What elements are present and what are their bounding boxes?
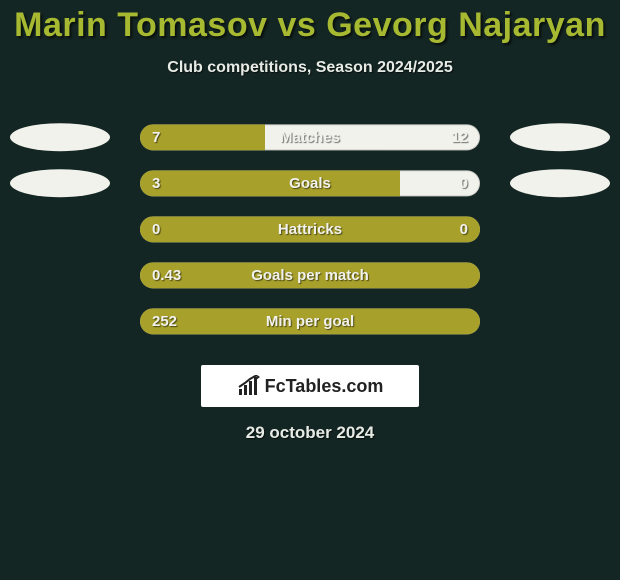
stat-bar: 7 12 Matches bbox=[140, 124, 480, 150]
stat-label: Goals per match bbox=[251, 267, 369, 284]
stat-bar: 0 0 Hattricks bbox=[140, 216, 480, 242]
stat-label: Goals bbox=[289, 175, 331, 192]
page-subtitle: Club competitions, Season 2024/2025 bbox=[0, 59, 620, 77]
stat-value-right: 0 bbox=[460, 221, 468, 238]
generation-date: 29 october 2024 bbox=[0, 423, 620, 443]
stat-row: 3 0 Goals bbox=[0, 163, 620, 209]
page-title: Marin Tomasov vs Gevorg Najaryan bbox=[0, 0, 620, 45]
stat-row: 0 0 Hattricks bbox=[0, 209, 620, 255]
player-left-marker bbox=[10, 123, 110, 151]
stat-bar: 252 Min per goal bbox=[140, 308, 480, 334]
stat-value-left: 0 bbox=[152, 221, 160, 238]
stats-rows: 7 12 Matches 3 0 Goals 0 0 Hattricks 0.43 Goals pe… bbox=[0, 117, 620, 347]
player-right-marker bbox=[510, 169, 610, 197]
stat-value-left: 3 bbox=[152, 175, 160, 192]
stat-value-right: 12 bbox=[451, 129, 468, 146]
stat-value-left: 7 bbox=[152, 129, 160, 146]
comparison-infographic: Marin Tomasov vs Gevorg Najaryan Club co… bbox=[0, 0, 620, 580]
stat-bar: 0.43 Goals per match bbox=[140, 262, 480, 288]
stat-label: Hattricks bbox=[278, 221, 342, 238]
stat-bar-left-fill bbox=[140, 170, 400, 196]
stat-value-left: 252 bbox=[152, 313, 177, 330]
brand-logo-text: FcTables.com bbox=[265, 376, 384, 397]
player-left-marker bbox=[10, 169, 110, 197]
stat-bar: 3 0 Goals bbox=[140, 170, 480, 196]
bar-growth-icon bbox=[237, 375, 261, 397]
stat-label: Matches bbox=[280, 129, 340, 146]
stat-row: 252 Min per goal bbox=[0, 301, 620, 347]
brand-logo: FcTables.com bbox=[201, 365, 419, 407]
stat-label: Min per goal bbox=[266, 313, 354, 330]
stat-value-left: 0.43 bbox=[152, 267, 181, 284]
stat-row: 7 12 Matches bbox=[0, 117, 620, 163]
stat-value-right: 0 bbox=[460, 175, 468, 192]
stat-row: 0.43 Goals per match bbox=[0, 255, 620, 301]
player-right-marker bbox=[510, 123, 610, 151]
